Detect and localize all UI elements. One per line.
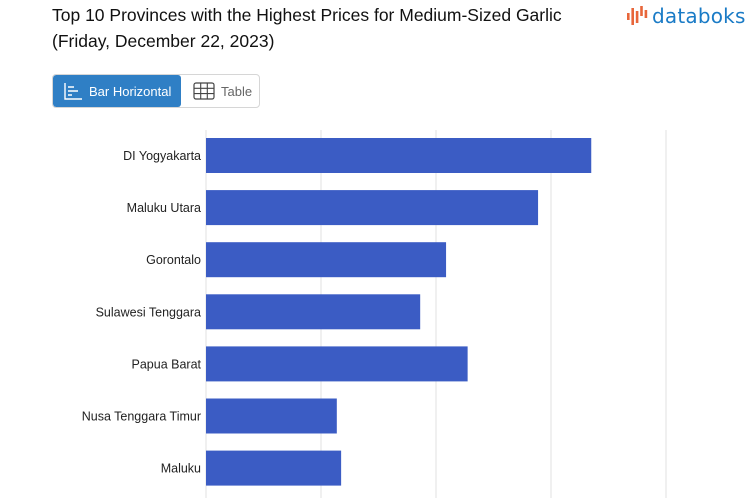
bar-horizontal-label: Bar Horizontal <box>89 83 172 99</box>
category-label: Nusa Tenggara Timur <box>82 410 201 424</box>
bar[interactable] <box>206 294 421 330</box>
brand-logo[interactable]: databoks <box>626 4 746 28</box>
bar[interactable] <box>206 398 337 434</box>
bar[interactable] <box>206 138 592 173</box>
table-label: Table <box>221 83 253 99</box>
category-label: Gorontalo <box>146 253 201 267</box>
category-label: Maluku <box>161 462 201 476</box>
bars <box>206 138 592 486</box>
table-grid-icon <box>193 82 215 100</box>
logo-text: databoks <box>652 4 746 28</box>
databoks-logo-icon <box>627 6 648 25</box>
bar[interactable] <box>206 346 468 382</box>
bar[interactable] <box>206 242 447 278</box>
table-button[interactable]: Table <box>181 75 259 107</box>
category-label: Maluku Utara <box>127 201 201 215</box>
category-labels: DI Yogyakarta Maluku Utara Gorontalo Sulawe… <box>82 149 202 476</box>
bar[interactable] <box>206 450 342 486</box>
category-label: Sulawesi Tenggara <box>96 305 201 319</box>
chart-title: Top 10 Provinces with the Highest Prices… <box>52 5 562 51</box>
bar[interactable] <box>206 190 539 226</box>
bar-horizontal-icon <box>64 83 82 100</box>
category-label: DI Yogyakarta <box>123 149 201 163</box>
view-toggle: Bar Horizontal Table <box>52 74 260 108</box>
category-label: Papua Barat <box>132 357 202 371</box>
bar-horizontal-button[interactable]: Bar Horizontal <box>53 75 181 107</box>
